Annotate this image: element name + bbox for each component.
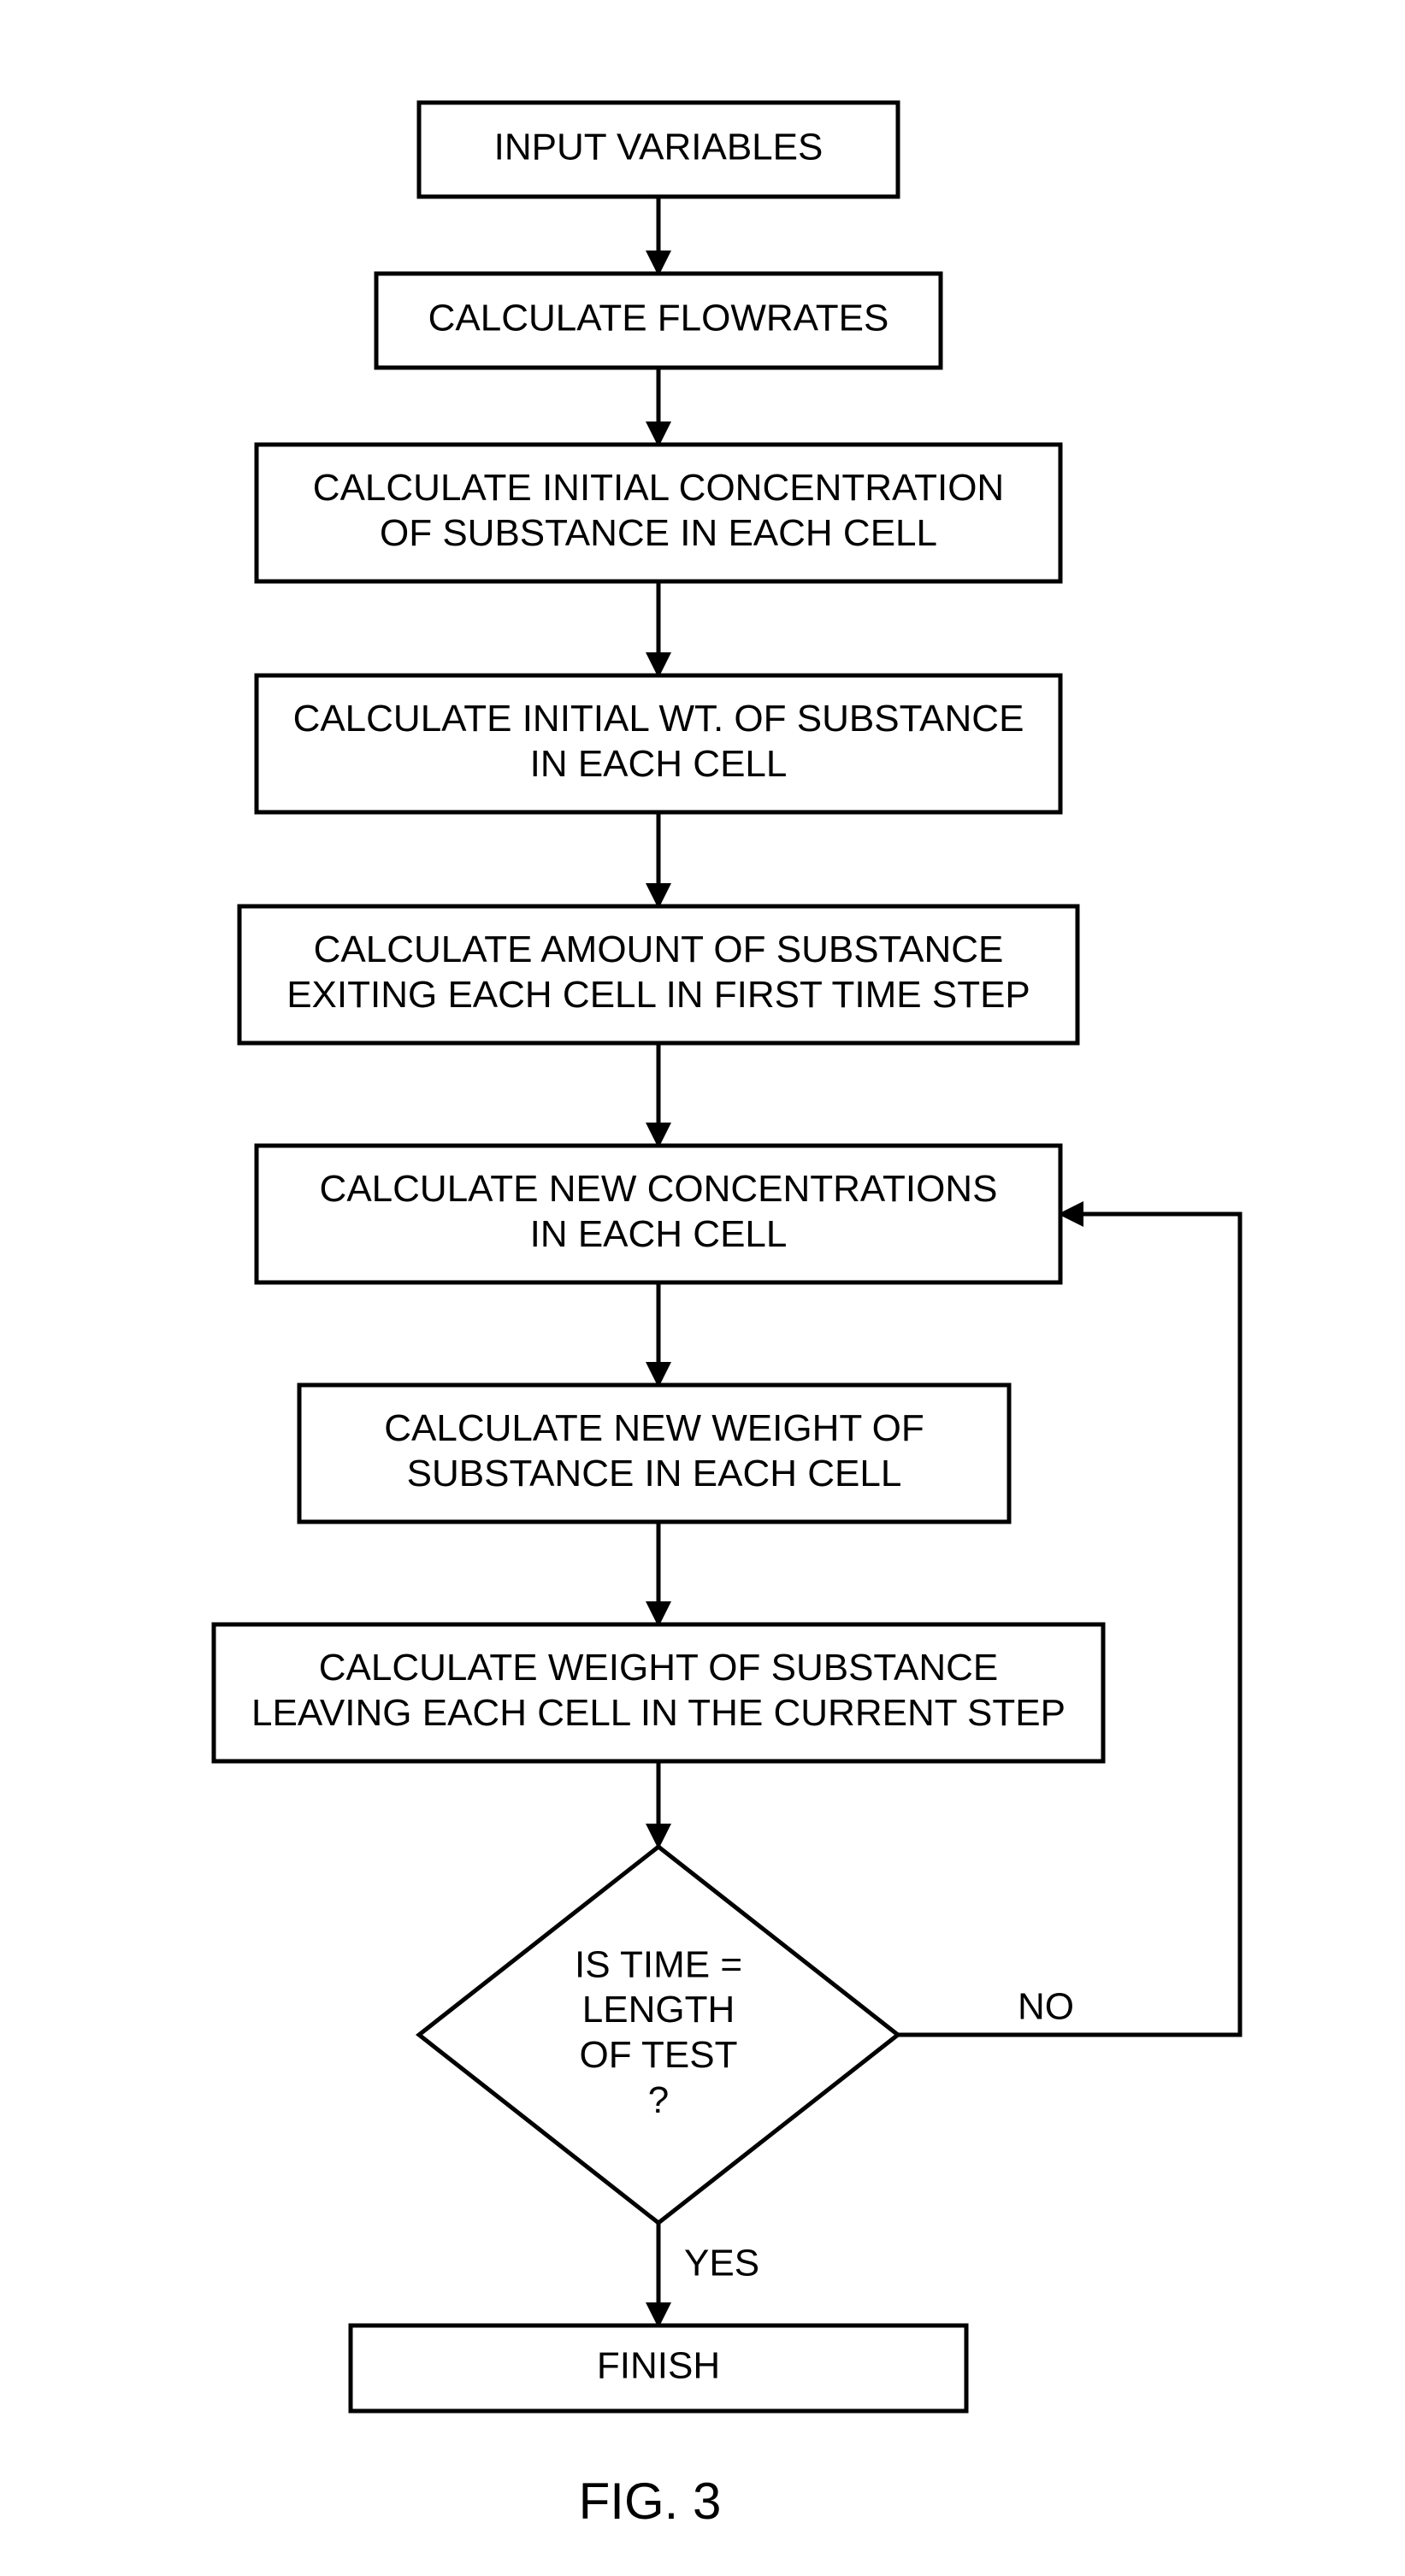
svg-text:OF TEST: OF TEST (580, 2034, 738, 2076)
svg-text:FINISH: FINISH (597, 2345, 720, 2387)
svg-text:LENGTH: LENGTH (582, 1989, 735, 2031)
svg-text:IS TIME =: IS TIME = (575, 1943, 742, 1985)
flow-node-n3: CALCULATE INITIAL CONCENTRATIONOF SUBSTA… (257, 445, 1060, 581)
svg-text:LEAVING EACH CELL IN THE CURRE: LEAVING EACH CELL IN THE CURRENT STEP (251, 1692, 1066, 1734)
svg-text:CALCULATE NEW CONCENTRATIONS: CALCULATE NEW CONCENTRATIONS (320, 1168, 998, 1210)
edge-label: YES (684, 2243, 759, 2284)
svg-text:SUBSTANCE IN EACH CELL: SUBSTANCE IN EACH CELL (407, 1453, 902, 1494)
flow-node-n1: INPUT VARIABLES (419, 103, 898, 197)
svg-text:?: ? (648, 2079, 669, 2121)
svg-text:CALCULATE AMOUNT OF SUBSTANCE: CALCULATE AMOUNT OF SUBSTANCE (314, 928, 1004, 970)
flow-node-n4: CALCULATE INITIAL WT. OF SUBSTANCEIN EAC… (257, 675, 1060, 812)
svg-text:CALCULATE INITIAL CONCENTRATIO: CALCULATE INITIAL CONCENTRATION (313, 467, 1004, 509)
svg-text:CALCULATE FLOWRATES: CALCULATE FLOWRATES (428, 298, 889, 339)
flow-node-n7: CALCULATE NEW WEIGHT OFSUBSTANCE IN EACH… (299, 1385, 1009, 1522)
flowchart-container: INPUT VARIABLES CALCULATE FLOWRATES CALCUL… (0, 0, 1405, 2576)
svg-text:EXITING EACH CELL IN FIRST TIM: EXITING EACH CELL IN FIRST TIME STEP (286, 974, 1030, 1016)
svg-text:CALCULATE NEW WEIGHT OF: CALCULATE NEW WEIGHT OF (384, 1407, 924, 1449)
svg-text:OF SUBSTANCE IN EACH CELL: OF SUBSTANCE IN EACH CELL (380, 512, 937, 554)
flow-node-n10: FINISH (351, 2325, 966, 2411)
flow-node-n6: CALCULATE NEW CONCENTRATIONSIN EACH CELL (257, 1146, 1060, 1282)
svg-text:INPUT VARIABLES: INPUT VARIABLES (494, 127, 824, 168)
svg-text:IN EACH CELL: IN EACH CELL (530, 743, 788, 785)
svg-text:IN EACH CELL: IN EACH CELL (530, 1213, 788, 1255)
flow-node-n2: CALCULATE FLOWRATES (376, 274, 941, 368)
figure-caption: FIG. 3 (579, 2473, 722, 2530)
svg-text:CALCULATE WEIGHT OF SUBSTANCE: CALCULATE WEIGHT OF SUBSTANCE (319, 1647, 999, 1689)
flow-node-n8: CALCULATE WEIGHT OF SUBSTANCELEAVING EAC… (214, 1624, 1103, 1761)
svg-text:CALCULATE INITIAL WT. OF SUBST: CALCULATE INITIAL WT. OF SUBSTANCE (293, 698, 1024, 740)
flow-node-n9: IS TIME =LENGTHOF TEST? (419, 1847, 898, 2223)
edge-label: NO (1018, 1986, 1074, 2028)
flow-node-n5: CALCULATE AMOUNT OF SUBSTANCEEXITING EAC… (239, 906, 1077, 1043)
